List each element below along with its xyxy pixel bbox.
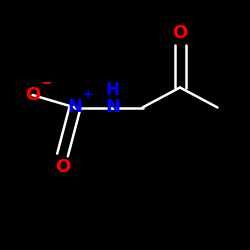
Text: N: N — [68, 98, 82, 116]
Text: O: O — [55, 158, 70, 176]
Text: H: H — [106, 81, 120, 99]
Text: −: − — [40, 76, 52, 90]
Text: O: O — [25, 86, 40, 104]
Text: O: O — [172, 24, 188, 42]
Text: +: + — [82, 88, 93, 102]
Text: N: N — [105, 98, 120, 116]
